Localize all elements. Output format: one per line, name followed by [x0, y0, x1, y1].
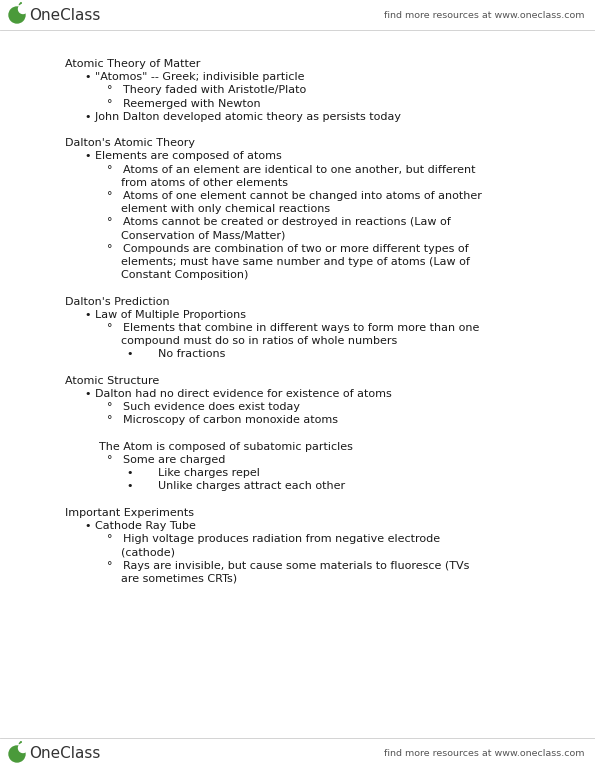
Text: Conservation of Mass/Matter): Conservation of Mass/Matter) [107, 230, 286, 240]
Text: °   Compounds are combination of two or more different types of: ° Compounds are combination of two or mo… [107, 244, 469, 254]
Text: °   Such evidence does exist today: ° Such evidence does exist today [107, 402, 300, 412]
Text: °   Elements that combine in different ways to form more than one: ° Elements that combine in different way… [107, 323, 480, 333]
Text: •       Unlike charges attract each other: • Unlike charges attract each other [127, 481, 345, 491]
Circle shape [9, 746, 25, 762]
Text: Constant Composition): Constant Composition) [107, 270, 248, 280]
Circle shape [9, 7, 25, 23]
Text: • John Dalton developed atomic theory as persists today: • John Dalton developed atomic theory as… [85, 112, 401, 122]
Text: •       No fractions: • No fractions [127, 350, 226, 360]
Text: compound must do so in ratios of whole numbers: compound must do so in ratios of whole n… [107, 336, 397, 346]
Text: • "Atomos" -- Greek; indivisible particle: • "Atomos" -- Greek; indivisible particl… [85, 72, 305, 82]
Text: °   High voltage produces radiation from negative electrode: ° High voltage produces radiation from n… [107, 534, 440, 544]
Text: • Elements are composed of atoms: • Elements are composed of atoms [85, 152, 282, 162]
Text: Important Experiments: Important Experiments [65, 507, 194, 517]
Text: •       Like charges repel: • Like charges repel [127, 468, 260, 478]
Text: °   Rays are invisible, but cause some materials to fluoresce (TVs: ° Rays are invisible, but cause some mat… [107, 561, 469, 571]
Text: element with only chemical reactions: element with only chemical reactions [107, 204, 330, 214]
Text: from atoms of other elements: from atoms of other elements [107, 178, 288, 188]
Text: °   Atoms cannot be created or destroyed in reactions (Law of: ° Atoms cannot be created or destroyed i… [107, 217, 451, 227]
Text: °   Theory faded with Aristotle/Plato: ° Theory faded with Aristotle/Plato [107, 85, 306, 95]
Text: °   Reemerged with Newton: ° Reemerged with Newton [107, 99, 261, 109]
Text: (cathode): (cathode) [107, 547, 175, 557]
Text: find more resources at www.oneclass.com: find more resources at www.oneclass.com [384, 749, 585, 758]
Text: OneClass: OneClass [29, 746, 101, 762]
Text: Dalton's Atomic Theory: Dalton's Atomic Theory [65, 138, 195, 148]
Circle shape [18, 5, 27, 14]
Circle shape [18, 744, 27, 752]
Text: °   Atoms of one element cannot be changed into atoms of another: ° Atoms of one element cannot be changed… [107, 191, 482, 201]
Text: °   Atoms of an element are identical to one another, but different: ° Atoms of an element are identical to o… [107, 165, 475, 175]
Text: °   Some are charged: ° Some are charged [107, 455, 226, 465]
Text: Atomic Structure: Atomic Structure [65, 376, 159, 386]
Text: elements; must have same number and type of atoms (Law of: elements; must have same number and type… [107, 257, 470, 267]
Text: are sometimes CRTs): are sometimes CRTs) [107, 574, 237, 584]
Text: °   Microscopy of carbon monoxide atoms: ° Microscopy of carbon monoxide atoms [107, 415, 338, 425]
Text: find more resources at www.oneclass.com: find more resources at www.oneclass.com [384, 11, 585, 19]
Text: Dalton's Prediction: Dalton's Prediction [65, 296, 170, 306]
Text: • Dalton had no direct evidence for existence of atoms: • Dalton had no direct evidence for exis… [85, 389, 392, 399]
Text: • Cathode Ray Tube: • Cathode Ray Tube [85, 521, 196, 531]
Text: OneClass: OneClass [29, 8, 101, 22]
Text: • Law of Multiple Proportions: • Law of Multiple Proportions [85, 310, 246, 320]
Text: The Atom is composed of subatomic particles: The Atom is composed of subatomic partic… [85, 442, 353, 452]
Text: Atomic Theory of Matter: Atomic Theory of Matter [65, 59, 201, 69]
